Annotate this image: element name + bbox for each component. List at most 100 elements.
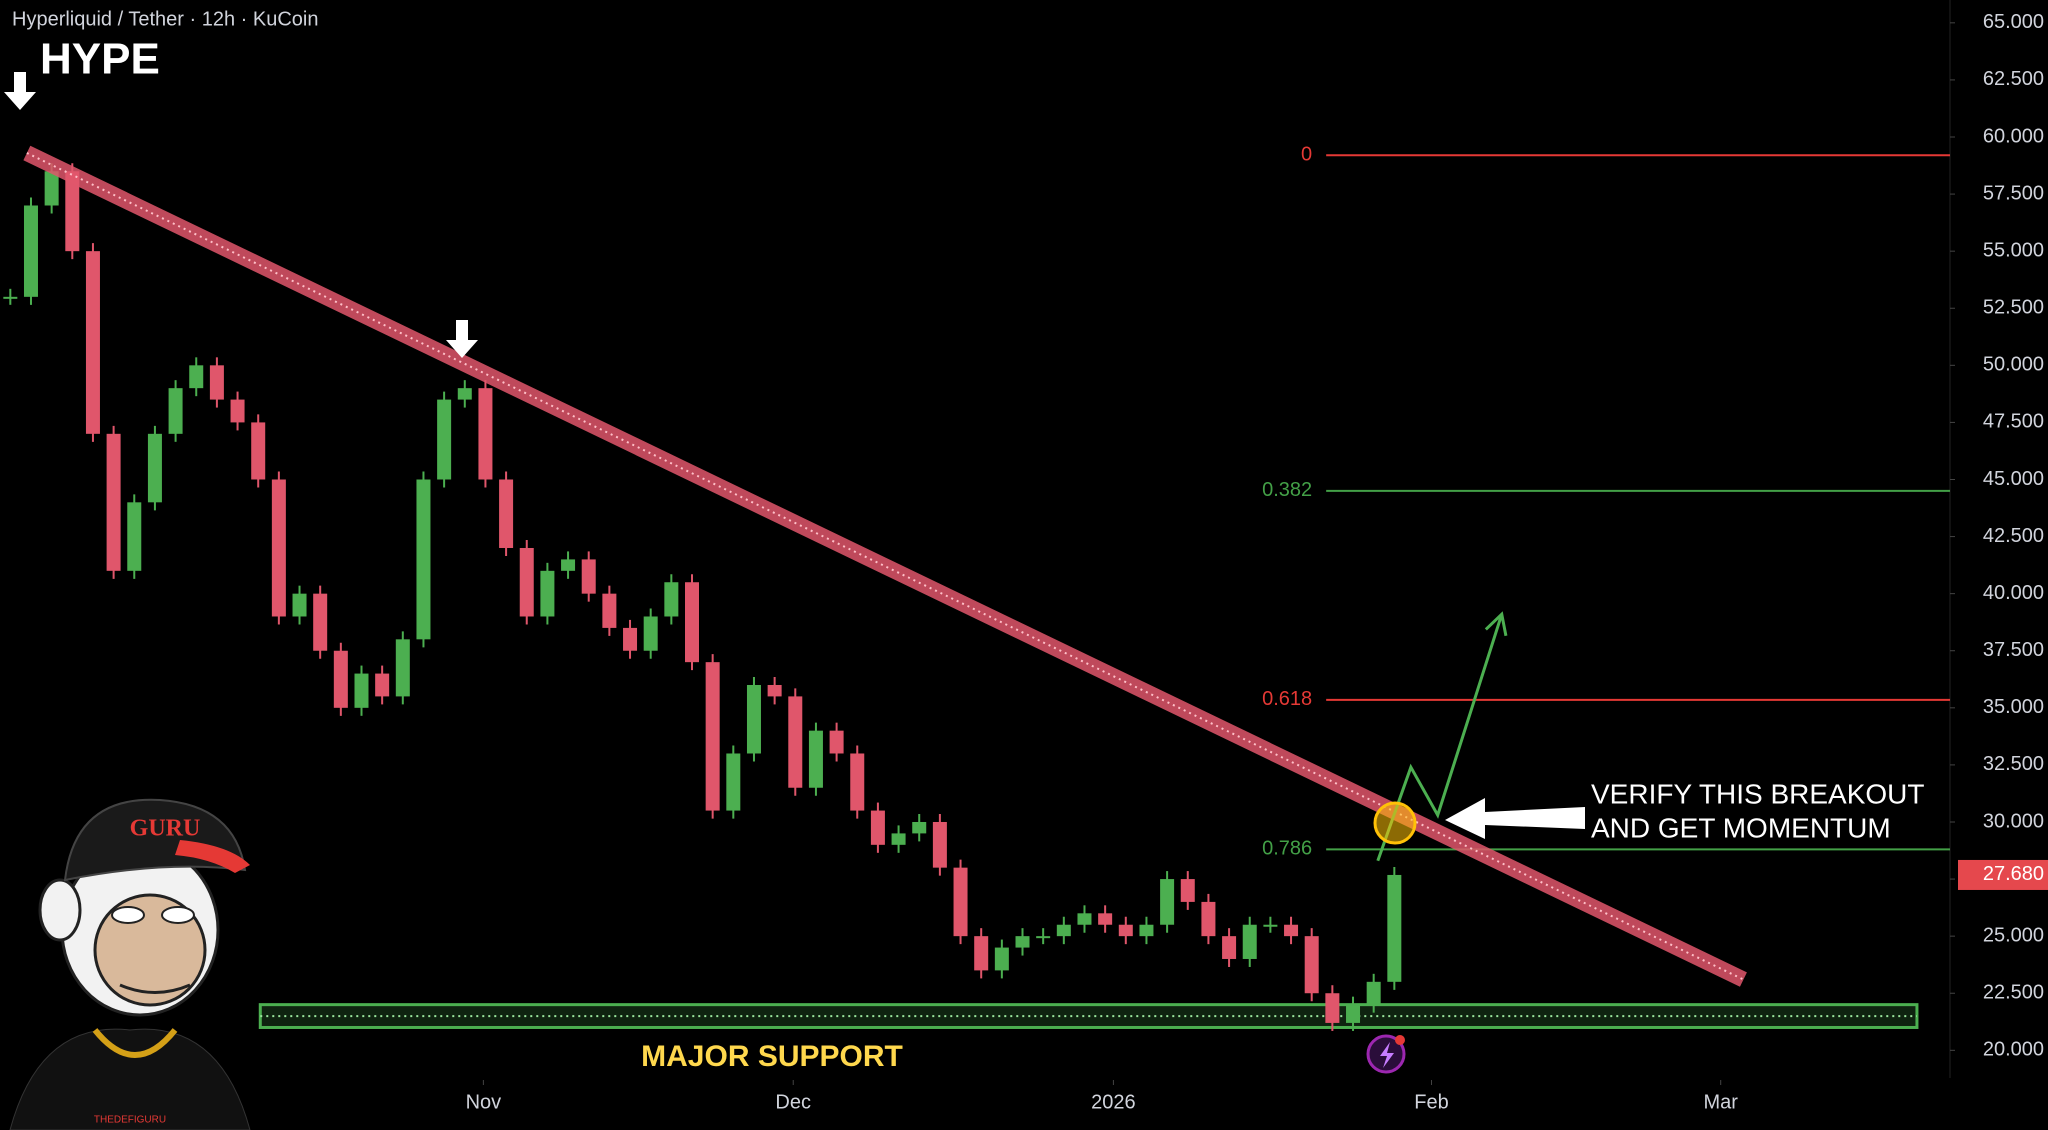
candle [540, 570, 555, 617]
y-tick-label: 52.500 [1983, 297, 2044, 319]
candle [1222, 936, 1237, 959]
projection-arrowhead [1484, 611, 1508, 637]
y-tick-label: 25.000 [1983, 924, 2044, 946]
mascot-eye [161, 906, 195, 924]
x-tick-label: Feb [1414, 1091, 1448, 1113]
mascot: GURU THEDEFIGURU [9, 798, 251, 1130]
candle [1118, 924, 1133, 937]
candle [602, 593, 617, 628]
y-tick-label: 30.000 [1983, 810, 2044, 832]
candle [354, 673, 369, 708]
y-tick-label: 50.000 [1983, 354, 2044, 376]
trendline [23, 145, 1747, 987]
candle [375, 673, 390, 697]
chart-title: Hyperliquid / Tether · 12h · KuCoin [12, 8, 318, 30]
y-tick-label: 65.000 [1983, 11, 2044, 33]
candle [230, 399, 245, 423]
mascot-cap-brim [175, 840, 250, 873]
y-tick-label: 60.000 [1983, 125, 2044, 147]
y-tick-label: 42.500 [1983, 525, 2044, 547]
candle [1180, 879, 1195, 902]
candle [437, 399, 452, 480]
annotation: VERIFY THIS BREAKOUT [1591, 778, 1924, 809]
candle [1036, 936, 1051, 939]
candle [643, 616, 658, 651]
candle [416, 479, 431, 640]
plot: 20.00022.50025.00027.50030.00032.50035.0… [3, 11, 2048, 1113]
candle [106, 433, 121, 571]
candle [499, 479, 514, 548]
candle [65, 171, 80, 252]
candle [23, 205, 38, 297]
mascot-body [9, 1028, 251, 1130]
candle [478, 388, 493, 480]
fib-label: 0 [1301, 144, 1312, 166]
candle [664, 582, 679, 617]
last-price-tag [1958, 859, 2048, 890]
candle [932, 821, 947, 868]
x-tick-label: Nov [466, 1091, 502, 1113]
annotation: AND GET MOMENTUM [1591, 812, 1891, 843]
fib-label: 0.618 [1262, 688, 1312, 710]
y-tick-label: 40.000 [1983, 582, 2044, 604]
candle [870, 810, 885, 845]
peak-arrow [446, 320, 478, 358]
candle [685, 582, 700, 663]
candle [850, 753, 865, 811]
mascot-ear [38, 878, 82, 942]
annotation-arrow [1445, 798, 1585, 839]
candle [189, 365, 204, 389]
peak-arrow [4, 72, 36, 110]
candle [127, 502, 142, 571]
y-tick-label: 45.000 [1983, 468, 2044, 490]
candle [519, 547, 534, 617]
last-price-label: 27.680 [1983, 863, 2044, 885]
candle [1263, 924, 1278, 927]
fib-label: 0.382 [1262, 479, 1312, 501]
candle [974, 936, 989, 971]
candle [994, 947, 1009, 971]
candle [1242, 924, 1257, 959]
y-tick-label: 35.000 [1983, 696, 2044, 718]
y-tick-label: 37.500 [1983, 639, 2044, 661]
candle [767, 684, 782, 697]
candle [1139, 924, 1154, 937]
candle [44, 171, 59, 206]
x-tick-label: Mar [1703, 1091, 1738, 1113]
candle [1201, 901, 1216, 937]
mascot-chain [92, 1028, 178, 1058]
x-tick-label: 2026 [1091, 1091, 1136, 1113]
candle [395, 639, 410, 697]
candle [1366, 981, 1381, 1005]
candle [891, 833, 906, 845]
support-label: MAJOR SUPPORT [641, 1040, 903, 1073]
breakout-marker [1373, 801, 1417, 845]
candle [808, 730, 823, 788]
alert-icon [1380, 1042, 1394, 1068]
candle [209, 365, 224, 400]
candle [953, 867, 968, 937]
candle [1387, 874, 1402, 982]
y-tick-label: 62.500 [1983, 68, 2044, 90]
mascot-caption: THEDEFIGURU [94, 1115, 166, 1126]
mascot-mouth [119, 983, 191, 994]
candle [1346, 1004, 1361, 1023]
candle [1325, 993, 1340, 1023]
candle [3, 296, 18, 299]
candle [705, 662, 720, 811]
candle [271, 479, 286, 617]
candle [1304, 936, 1319, 994]
candle [457, 388, 472, 400]
x-tick-label: Dec [775, 1091, 811, 1113]
candle [313, 593, 328, 651]
candle [746, 684, 761, 754]
candle [147, 433, 162, 503]
y-tick-label: 22.500 [1983, 982, 2044, 1004]
candle [1284, 924, 1299, 937]
candle [168, 388, 183, 434]
y-tick-label: 55.000 [1983, 239, 2044, 261]
mascot-eye [111, 906, 145, 924]
